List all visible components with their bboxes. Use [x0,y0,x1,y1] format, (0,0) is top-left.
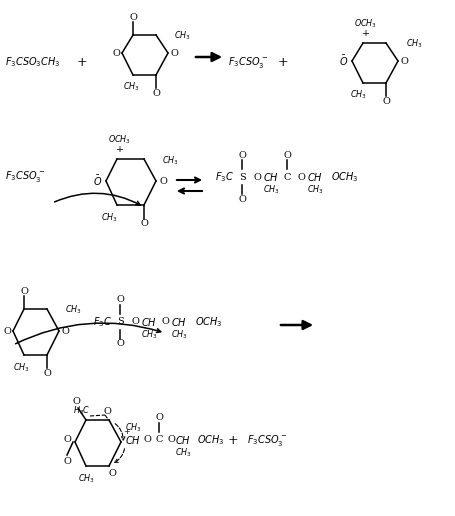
Text: $CH_3$: $CH_3$ [141,329,157,341]
Text: $OCH_3$: $OCH_3$ [195,315,222,329]
Text: $CH_3$: $CH_3$ [406,38,423,50]
Text: $F_3CSO_3^-$: $F_3CSO_3^-$ [5,169,45,185]
Text: O: O [238,151,246,159]
Text: $CH$: $CH$ [141,316,157,328]
Text: +: + [228,433,238,446]
Text: S: S [238,172,245,182]
Text: $\bar{O}$: $\bar{O}$ [339,54,349,68]
Text: $CH$: $CH$ [175,434,191,446]
Text: $CH_3$: $CH_3$ [349,89,366,101]
Text: O: O [382,96,390,105]
Text: $OCH_3$: $OCH_3$ [354,18,378,30]
Text: $F_3CSO_3^-$: $F_3CSO_3^-$ [228,55,268,70]
Text: O: O [43,368,51,378]
Text: $OCH_3$: $OCH_3$ [108,134,131,146]
Text: O: O [238,195,246,203]
Text: O: O [140,219,148,229]
Text: $CH_3$: $CH_3$ [307,184,324,196]
Text: O: O [161,317,169,327]
Text: O: O [131,317,139,327]
Text: $CH_3$: $CH_3$ [101,212,117,224]
Text: O: O [152,89,160,98]
Text: $CH$: $CH$ [125,434,141,446]
Text: $\bar{O}$: $\bar{O}$ [93,174,103,188]
Text: O: O [63,434,71,443]
Text: O: O [159,176,167,185]
Text: $CH$: $CH$ [307,171,323,183]
Text: O: O [129,12,137,22]
Text: $F_3C$: $F_3C$ [93,315,112,329]
Text: O: O [108,470,116,478]
Text: O: O [297,172,305,182]
Text: +: + [123,428,129,436]
Text: O: O [400,56,408,66]
Text: O: O [112,49,120,57]
Text: $CH_3$: $CH_3$ [175,447,192,459]
Text: O: O [72,397,80,407]
Text: $CH_3$: $CH_3$ [78,473,94,485]
Text: $H_3C$: $H_3C$ [73,405,91,417]
Text: $CH_3$: $CH_3$ [171,329,187,341]
Text: $F_3C$: $F_3C$ [215,170,234,184]
Text: O: O [143,436,151,444]
Text: O: O [61,327,69,335]
Text: $F_3CSO_3CH_3$: $F_3CSO_3CH_3$ [5,55,61,69]
Text: O: O [167,436,175,444]
Text: $CH_3$: $CH_3$ [263,184,279,196]
Text: O: O [103,408,111,416]
Text: +: + [362,28,370,38]
Text: +: + [116,144,124,153]
Text: $F_3CSO_3^-$: $F_3CSO_3^-$ [247,432,287,447]
Text: O: O [170,49,178,57]
Text: $CH_3$: $CH_3$ [13,362,30,374]
Text: +: + [278,56,288,69]
Text: +: + [77,56,87,69]
Text: O: O [253,172,261,182]
Text: $OCH_3$: $OCH_3$ [197,433,225,447]
Text: S: S [116,317,123,327]
Text: $CH_3$: $CH_3$ [174,30,191,42]
Text: O: O [20,286,28,296]
Text: O: O [283,151,291,159]
Text: O: O [116,296,124,304]
Text: O: O [63,458,71,466]
Text: $OCH_3$: $OCH_3$ [331,170,359,184]
Text: $CH_3$: $CH_3$ [65,304,82,316]
Text: $CH$: $CH$ [263,171,279,183]
Text: O: O [3,327,11,335]
Text: C: C [283,172,291,182]
Text: O: O [155,413,163,423]
Text: C: C [155,436,163,444]
Text: $CH$: $CH$ [171,316,187,328]
Text: $CH_3$: $CH_3$ [125,422,142,434]
Text: $CH_3$: $CH_3$ [122,80,139,93]
Text: $CH_3$: $CH_3$ [162,155,179,167]
Text: O: O [116,340,124,348]
